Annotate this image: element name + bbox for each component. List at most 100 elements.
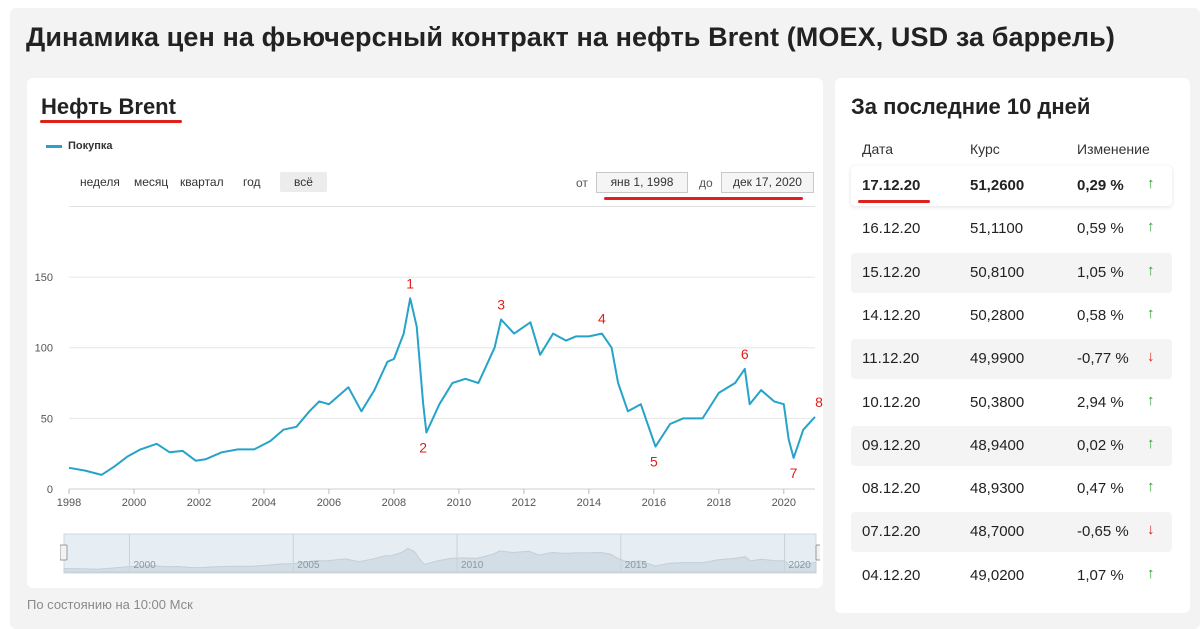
- title-red-underline: [40, 120, 182, 123]
- table-row: 09.12.20 48,9400 0,02 % ↑: [851, 425, 1172, 466]
- arrow-up-icon: ↑: [1147, 218, 1155, 236]
- y-tick-label: 50: [41, 413, 53, 425]
- navigator-area: [63, 547, 817, 573]
- table-row: 14.12.20 50,2800 0,58 % ↑: [851, 296, 1172, 336]
- brent-price-chart: 0 50 100 150 1998 2000 2002 2004 2006 2008 2010 201…: [35, 206, 823, 509]
- table-row: 08.12.20 48,9300 0,47 % ↑: [851, 469, 1172, 509]
- rate-cell: 50,3800: [970, 393, 1025, 411]
- x-tick-label: 2018: [707, 497, 731, 509]
- table-row: 04.12.20 49,0200 1,07 % ↑: [851, 556, 1172, 596]
- header-change: Изменение: [1077, 141, 1150, 157]
- rate-cell: 49,9900: [970, 350, 1025, 368]
- range-year-button[interactable]: год: [243, 175, 261, 189]
- annotation-7: 7: [790, 465, 798, 481]
- legend-swatch: [46, 144, 62, 148]
- annotation-6: 6: [741, 346, 749, 362]
- arrow-up-icon: ↑: [1147, 391, 1155, 409]
- range-all-button[interactable]: всё: [280, 172, 327, 192]
- range-navigator[interactable]: 2000 2005 2010 2015 2020: [60, 533, 820, 575]
- navigator-label: 2000: [134, 560, 157, 571]
- annotation-8: 8: [815, 394, 823, 410]
- date-cell: 16.12.20: [862, 220, 921, 238]
- date-to-input[interactable]: дек 17, 2020: [721, 172, 814, 193]
- arrow-down-icon: ↓: [1147, 348, 1155, 366]
- date-from-input[interactable]: янв 1, 1998: [596, 172, 688, 193]
- change-cell: 1,05 %: [1077, 263, 1124, 281]
- x-tick-label: 2006: [317, 497, 341, 509]
- range-month-button[interactable]: месяц: [134, 175, 169, 189]
- footnote: По состоянию на 10:00 Мск: [27, 597, 193, 612]
- arrow-up-icon: ↑: [1147, 564, 1155, 582]
- chart-panel-title: Нефть Brent: [41, 94, 176, 119]
- date-cell: 08.12.20: [862, 480, 921, 498]
- navigator-label: 2005: [297, 560, 320, 571]
- page-title: Динамика цен на фьючерсный контракт на н…: [26, 22, 1115, 52]
- arrow-up-icon: ↑: [1147, 478, 1155, 496]
- table-row: 07.12.20 48,7000 -0,65 % ↓: [851, 512, 1172, 553]
- navigator-label: 2015: [625, 560, 648, 571]
- date-cell: 07.12.20: [862, 523, 921, 541]
- header-rate: Курс: [970, 141, 1000, 157]
- change-cell: 1,07 %: [1077, 566, 1124, 584]
- rate-cell: 51,2600: [970, 177, 1025, 194]
- x-tick-label: 2020: [772, 497, 796, 509]
- date-to-label: до: [699, 176, 713, 190]
- date-cell: 04.12.20: [862, 566, 921, 584]
- chart-panel: [27, 78, 823, 588]
- rate-cell: 49,0200: [970, 566, 1025, 584]
- arrow-down-icon: ↓: [1147, 521, 1155, 539]
- range-week-button[interactable]: неделя: [80, 175, 120, 189]
- date-from-label: от: [576, 176, 588, 190]
- table-row: 10.12.20 50,3800 2,94 % ↑: [851, 383, 1172, 423]
- range-quarter-button[interactable]: квартал: [180, 175, 224, 189]
- annotation-1: 1: [406, 275, 414, 291]
- change-cell: -0,77 %: [1077, 350, 1129, 368]
- annotation-4: 4: [598, 311, 606, 327]
- table-row: 16.12.20 51,1100 0,59 % ↑: [851, 209, 1172, 249]
- arrow-up-icon: ↑: [1147, 304, 1155, 322]
- date-cell: 14.12.20: [862, 306, 921, 324]
- rate-cell: 51,1100: [970, 220, 1024, 238]
- x-tick-label: 2000: [122, 497, 146, 509]
- y-tick-label: 150: [35, 272, 53, 284]
- arrow-up-icon: ↑: [1147, 261, 1155, 279]
- change-cell: -0,65 %: [1077, 523, 1129, 541]
- change-cell: 0,59 %: [1077, 220, 1124, 238]
- header-date: Дата: [862, 141, 894, 157]
- change-cell: 0,02 %: [1077, 436, 1124, 454]
- rate-cell: 48,9400: [970, 436, 1025, 454]
- annotation-2: 2: [419, 439, 427, 455]
- x-tick-label: 2010: [447, 497, 471, 509]
- table-row: 17.12.20 51,2600 0,29 % ↑: [851, 166, 1172, 206]
- table-row: 11.12.20 49,9900 -0,77 % ↓: [851, 339, 1172, 380]
- table-row: 15.12.20 50,8100 1,05 % ↑: [851, 252, 1172, 293]
- x-tick-label: 2012: [512, 497, 536, 509]
- date-cell-red-underline: [858, 200, 930, 203]
- change-cell: 0,58 %: [1077, 306, 1124, 324]
- x-tick-label: 2008: [382, 497, 406, 509]
- rate-cell: 50,2800: [970, 306, 1025, 324]
- date-red-underline: [604, 197, 803, 200]
- date-cell: 09.12.20: [862, 436, 921, 454]
- date-cell: 11.12.20: [862, 350, 920, 368]
- annotation-3: 3: [497, 296, 505, 312]
- x-tick-label: 2014: [577, 497, 601, 509]
- navigator-right-handle[interactable]: [815, 544, 820, 561]
- change-cell: 0,47 %: [1077, 480, 1124, 498]
- y-tick-label: 0: [47, 484, 53, 496]
- arrow-up-icon: ↑: [1147, 175, 1155, 192]
- x-tick-label: 1998: [57, 497, 81, 509]
- navigator-label: 2020: [789, 560, 812, 571]
- legend-label: Покупка: [68, 140, 113, 152]
- x-tick-label: 2004: [252, 497, 276, 509]
- navigator-label: 2010: [461, 560, 484, 571]
- chart-legend: Покупка: [46, 140, 113, 152]
- navigator-left-handle[interactable]: [60, 544, 68, 561]
- date-cell: 10.12.20: [862, 393, 921, 411]
- change-cell: 0,29 %: [1077, 177, 1124, 194]
- annotation-5: 5: [650, 454, 658, 470]
- rate-cell: 50,8100: [970, 263, 1025, 281]
- rate-cell: 48,9300: [970, 480, 1025, 498]
- x-tick-label: 2016: [642, 497, 666, 509]
- date-cell: 15.12.20: [862, 263, 921, 281]
